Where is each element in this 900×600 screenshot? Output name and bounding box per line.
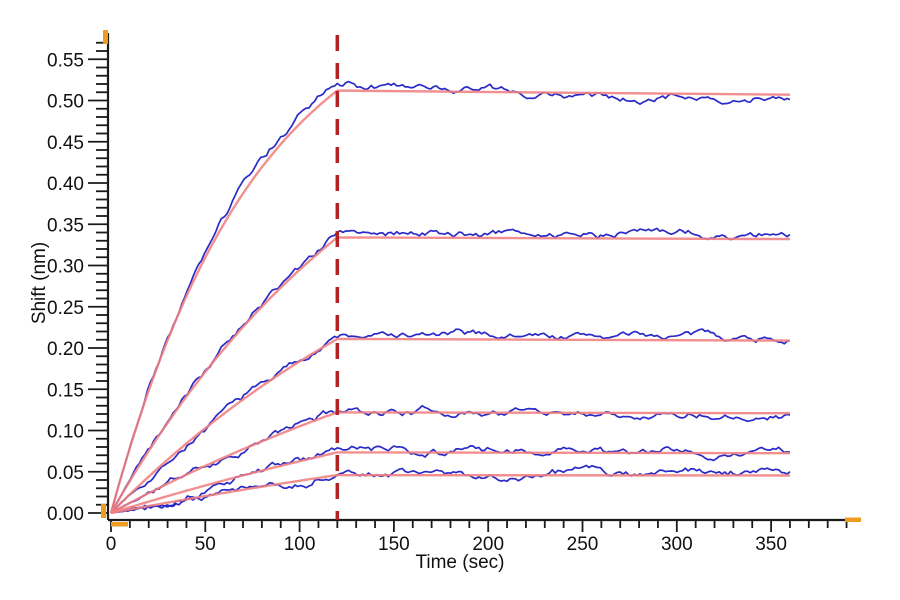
x-tick-label: 150 bbox=[378, 534, 410, 555]
y-tick-label: 0.00 bbox=[47, 504, 84, 525]
y-tick-label: 0.20 bbox=[47, 339, 84, 360]
y-axis-title: Shift (nm) bbox=[29, 241, 50, 325]
fit-curve-1 bbox=[109, 89, 791, 514]
sensorgram-trace-3 bbox=[110, 328, 791, 514]
y-tick-label: 0.40 bbox=[47, 174, 84, 195]
y-axis-zero-range-handle[interactable] bbox=[101, 504, 106, 518]
y-tick-label: 0.45 bbox=[47, 133, 84, 154]
y-tick-label: 0.05 bbox=[47, 463, 84, 484]
y-tick-label: 0.50 bbox=[47, 92, 84, 113]
x-tick-label: 100 bbox=[284, 534, 316, 555]
fit-curve-4 bbox=[110, 411, 791, 515]
y-tick-label: 0.55 bbox=[47, 50, 84, 71]
sensorgram-trace-5 bbox=[110, 445, 791, 514]
fit-curve-6 bbox=[110, 473, 791, 515]
fit-curve-3 bbox=[110, 337, 791, 514]
y-tick-label: 0.10 bbox=[47, 422, 84, 443]
sensorgram-trace-6 bbox=[110, 464, 791, 514]
x-tick-label: 350 bbox=[755, 534, 787, 555]
x-axis-title: Time (sec) bbox=[415, 552, 505, 573]
x-tick-label: 200 bbox=[472, 534, 504, 555]
y-tick-label: 0.35 bbox=[47, 215, 84, 236]
x-axis-start-range-handle[interactable] bbox=[111, 522, 128, 527]
y-tick-label: 0.30 bbox=[47, 257, 84, 278]
fit-curve-5 bbox=[110, 451, 791, 515]
x-tick-label: 300 bbox=[661, 534, 693, 555]
x-tick-label: 250 bbox=[567, 534, 599, 555]
y-axis-top-range-handle[interactable] bbox=[103, 30, 108, 44]
fit-curve-2 bbox=[109, 236, 791, 514]
sensorgram-trace-2 bbox=[110, 227, 791, 514]
x-axis-end-range-handle[interactable] bbox=[845, 517, 861, 523]
x-tick-label: 0 bbox=[106, 534, 117, 555]
x-tick-label: 50 bbox=[195, 534, 216, 555]
y-tick-label: 0.25 bbox=[47, 298, 84, 319]
y-tick-label: 0.15 bbox=[47, 380, 84, 401]
sensorgram-trace-1 bbox=[110, 80, 791, 514]
